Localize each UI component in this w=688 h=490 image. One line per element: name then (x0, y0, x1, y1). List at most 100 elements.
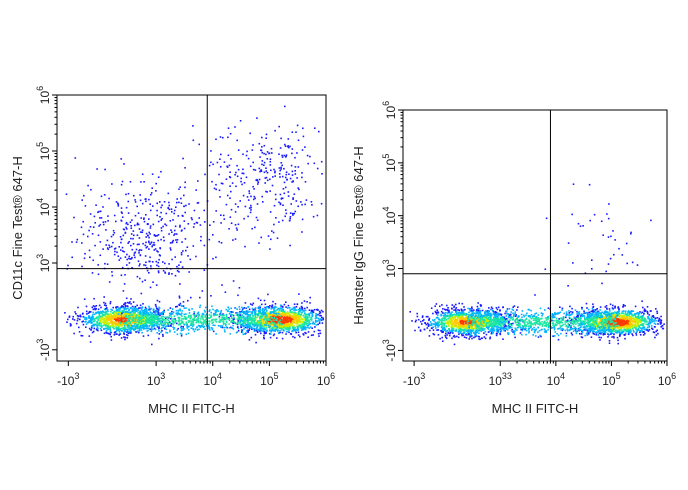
event-dot (102, 318, 104, 320)
event-dot (162, 322, 164, 325)
event-dot (124, 330, 126, 332)
event-dot (84, 205, 87, 207)
event-dot (118, 322, 120, 325)
event-dot (247, 199, 250, 201)
event-dot (96, 168, 98, 170)
event-dot (303, 307, 306, 310)
event-dot (247, 318, 250, 320)
event-dot (157, 234, 160, 236)
event-dot (130, 258, 133, 260)
event-dot (236, 175, 239, 178)
event-dot (502, 321, 505, 323)
event-dot (220, 242, 223, 244)
event-dot (116, 328, 118, 330)
event-dot (85, 310, 88, 313)
event-dot (485, 325, 488, 327)
event-dot (263, 161, 266, 164)
event-dot (118, 324, 120, 326)
event-dot (272, 176, 274, 178)
event-dot (454, 308, 457, 311)
event-dot (71, 256, 73, 259)
event-dot (156, 209, 158, 212)
event-dot (250, 209, 252, 211)
event-dot (477, 330, 480, 332)
event-dot (164, 316, 166, 318)
event-dot (289, 324, 291, 326)
event-dot (192, 324, 195, 326)
event-dot (488, 316, 490, 319)
event-dot (248, 319, 251, 322)
event-dot (253, 188, 255, 190)
event-dot (281, 322, 284, 324)
event-dot (233, 318, 236, 320)
event-dot (254, 333, 257, 336)
event-dot (154, 313, 156, 315)
event-dot (272, 311, 274, 313)
event-dot (133, 320, 136, 322)
event-dot (157, 271, 160, 274)
event-dot (143, 217, 145, 219)
event-dot (252, 168, 255, 171)
event-dot (280, 319, 283, 322)
event-dot (242, 333, 244, 336)
event-dot (147, 234, 149, 237)
event-dot (241, 330, 243, 333)
event-dot (136, 223, 139, 226)
event-dot (234, 224, 237, 226)
event-dot (102, 206, 104, 208)
event-dot (101, 316, 104, 318)
event-dot (210, 311, 212, 314)
event-dot (249, 211, 252, 214)
event-dot (211, 322, 213, 324)
event-dot (113, 325, 116, 328)
event-dot (175, 206, 177, 208)
event-dot (138, 329, 141, 332)
event-dot (299, 326, 302, 329)
event-dot (268, 332, 271, 335)
event-dot (184, 211, 186, 214)
event-dot (112, 324, 114, 327)
event-dot (253, 198, 255, 201)
event-dot (441, 319, 444, 322)
event-dot (124, 311, 127, 313)
event-dot (145, 321, 147, 324)
event-dot (291, 329, 294, 332)
event-dot (108, 244, 110, 247)
event-dot (235, 312, 237, 314)
event-dot (180, 202, 183, 204)
event-dot (281, 154, 283, 157)
event-dot (251, 318, 254, 320)
event-dot (241, 320, 243, 323)
event-dot (94, 305, 96, 308)
event-dot (322, 318, 325, 321)
event-dot (132, 312, 135, 314)
event-dot (91, 272, 94, 274)
event-dot (116, 309, 118, 312)
event-dot (502, 306, 504, 309)
event-dot (120, 274, 123, 277)
event-dot (289, 177, 292, 180)
event-dot (230, 190, 232, 193)
event-dot (177, 316, 179, 319)
event-dot (91, 325, 93, 328)
event-dot (284, 186, 287, 189)
event-dot (137, 318, 139, 321)
event-dot (151, 245, 153, 248)
event-dot (106, 307, 108, 309)
event-dot (275, 325, 278, 328)
event-dot (90, 188, 92, 191)
event-dot (110, 317, 112, 320)
event-dot (134, 307, 137, 310)
event-dot (117, 317, 119, 320)
event-dot (105, 313, 107, 315)
event-dot (281, 164, 283, 167)
event-dot (135, 317, 138, 319)
event-dot (155, 260, 158, 263)
event-dot (111, 314, 114, 317)
event-dot (314, 127, 316, 129)
event-dot (152, 281, 154, 283)
event-dot (313, 322, 315, 325)
event-dot (119, 322, 121, 325)
event-dot (188, 308, 190, 311)
event-dot (88, 311, 91, 313)
